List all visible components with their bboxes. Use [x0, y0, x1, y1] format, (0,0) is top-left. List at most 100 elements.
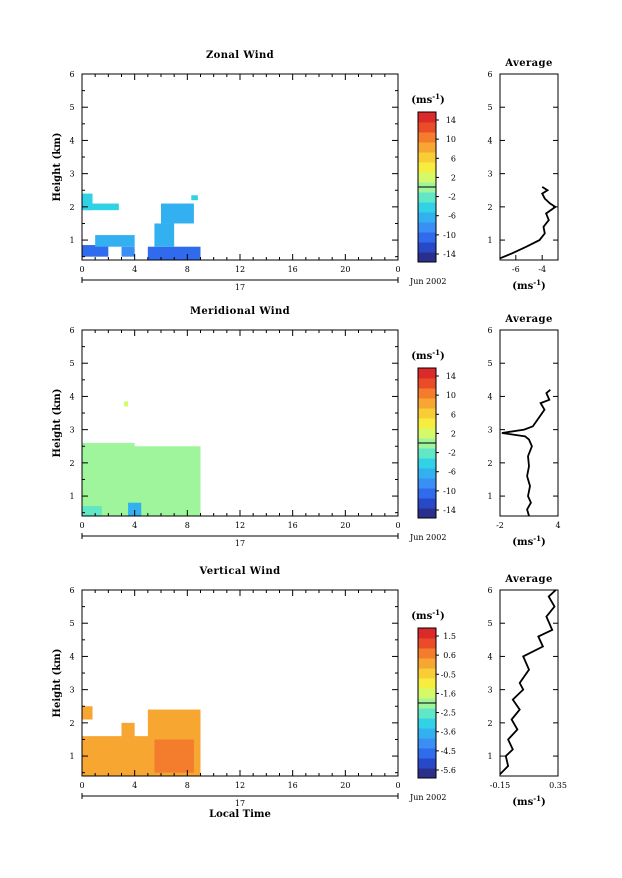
date-day-label: 17: [235, 539, 245, 548]
colorbar-swatch: [418, 428, 436, 439]
data-cell: [191, 195, 198, 201]
y-tick-label: 5: [69, 103, 74, 112]
average-y-tick-label: 4: [487, 136, 492, 145]
y-tick-label: 2: [69, 203, 74, 212]
average-profile-panel: Average 1 2 3 4 5 6 -0.15 0.35 (ms-1): [487, 574, 566, 808]
colorbar-tick-label: 2: [451, 173, 456, 182]
colorbar-tick-label: 10: [446, 391, 456, 400]
data-cell: [154, 223, 175, 247]
data-cell: [82, 245, 109, 257]
average-x-tick-label: -2: [496, 521, 504, 530]
x-tick-label: 20: [340, 521, 350, 530]
colorbar-swatch: [418, 448, 436, 459]
colorbar-swatch: [418, 768, 436, 779]
colorbar-tick-label: -10: [443, 231, 456, 240]
colorbar-swatch: [418, 508, 436, 519]
average-y-tick-label: 2: [487, 459, 492, 468]
heatmap-plot: [82, 706, 201, 776]
y-tick-label: 6: [69, 326, 74, 335]
date-label: Jun 2002: [409, 533, 446, 542]
x-tick-label: 0: [79, 781, 84, 790]
average-y-tick-label: 3: [487, 426, 492, 435]
x-tick-label: 4: [132, 521, 137, 530]
y-tick-label: 2: [69, 459, 74, 468]
colorbar-tick-label: -6: [448, 468, 456, 477]
panel-title: Vertical Wind: [198, 566, 280, 577]
colorbar-swatch: [418, 678, 436, 689]
colorbar-swatch: [418, 748, 436, 759]
y-tick-label: 1: [69, 236, 74, 245]
colorbar-unit-label: (ms-1): [411, 92, 444, 107]
colorbar-unit-label: (ms-1): [411, 608, 444, 623]
y-axis-label: Height (km): [52, 649, 63, 718]
average-y-tick-label: 4: [487, 392, 492, 401]
plot-frame: [81, 73, 399, 261]
date-day-label: 17: [235, 283, 245, 292]
colorbar-swatch: [418, 232, 436, 243]
x-tick-label: 12: [235, 265, 245, 274]
colorbar-swatch: [418, 648, 436, 659]
average-y-tick-label: 3: [487, 686, 492, 695]
average-y-tick-label: 6: [487, 326, 492, 335]
colorbar-swatch: [418, 242, 436, 253]
average-y-tick-label: 3: [487, 170, 492, 179]
colorbar-swatch: [418, 388, 436, 399]
x-axis-label: Local Time: [209, 809, 271, 820]
data-cell: [161, 203, 194, 224]
panel-title: Meridional Wind: [190, 306, 290, 317]
colorbar-swatch: [418, 688, 436, 699]
average-y-tick-label: 6: [487, 70, 492, 79]
data-cell: [82, 442, 135, 457]
data-cell: [84, 203, 119, 211]
average-x-tick-label: 0.35: [549, 781, 567, 790]
x-tick-label: 16: [288, 781, 298, 790]
average-x-tick-label: -6: [512, 265, 520, 274]
heatmap-plot: [82, 401, 201, 516]
average-profile-panel: Average 1 2 3 4 5 6 -2 4 (ms-1): [487, 314, 560, 548]
heatmap-plot: [82, 193, 201, 260]
average-x-tick-label: -4: [538, 265, 546, 274]
x-tick-label: 8: [185, 781, 190, 790]
colorbar-tick-label: -2: [448, 193, 456, 202]
colorbar-swatch: [418, 478, 436, 489]
average-y-tick-label: 1: [487, 492, 492, 501]
colorbar-tick-label: -4.5: [441, 747, 456, 756]
colorbar-swatch: [418, 408, 436, 419]
average-x-axis-label: (ms-1): [512, 794, 545, 809]
colorbar-swatch: [418, 378, 436, 389]
colorbar-tick-label: -2.5: [441, 709, 456, 718]
average-y-tick-label: 2: [487, 719, 492, 728]
x-tick-label: 20: [340, 781, 350, 790]
average-frame: [499, 73, 559, 261]
average-y-tick-label: 4: [487, 652, 492, 661]
colorbar-tick-label: -5.6: [441, 766, 456, 775]
average-title: Average: [504, 574, 552, 585]
colorbar-tick-label: 2: [451, 429, 456, 438]
x-tick-label: 4: [132, 265, 137, 274]
colorbar-swatch: [418, 418, 436, 429]
x-tick-label: 12: [235, 521, 245, 530]
colorbar-swatch: [418, 222, 436, 233]
y-tick-label: 3: [69, 686, 74, 695]
average-x-axis-label: (ms-1): [512, 534, 545, 549]
data-cell: [121, 722, 135, 740]
average-profile-line: [499, 589, 557, 775]
y-tick-label: 2: [69, 719, 74, 728]
date-day-label: 17: [235, 799, 245, 808]
average-y-tick-label: 6: [487, 586, 492, 595]
average-profile-panel: Average 1 2 3 4 5 6 -6 -4 (ms-1): [487, 58, 559, 292]
colorbar-tick-label: 14: [446, 372, 456, 381]
average-y-tick-label: 1: [487, 236, 492, 245]
data-cell: [154, 739, 194, 773]
colorbar-swatch: [418, 172, 436, 183]
data-cell: [82, 706, 93, 720]
y-tick-label: 4: [69, 136, 74, 145]
colorbar-tick-label: 10: [446, 135, 456, 144]
colorbar-swatch: [418, 398, 436, 409]
colorbar-swatch: [418, 728, 436, 739]
average-profile-line: [499, 186, 558, 260]
colorbar-tick-label: -3.6: [441, 728, 456, 737]
average-x-tick-label: -0.15: [490, 781, 511, 790]
data-cell: [95, 235, 135, 247]
